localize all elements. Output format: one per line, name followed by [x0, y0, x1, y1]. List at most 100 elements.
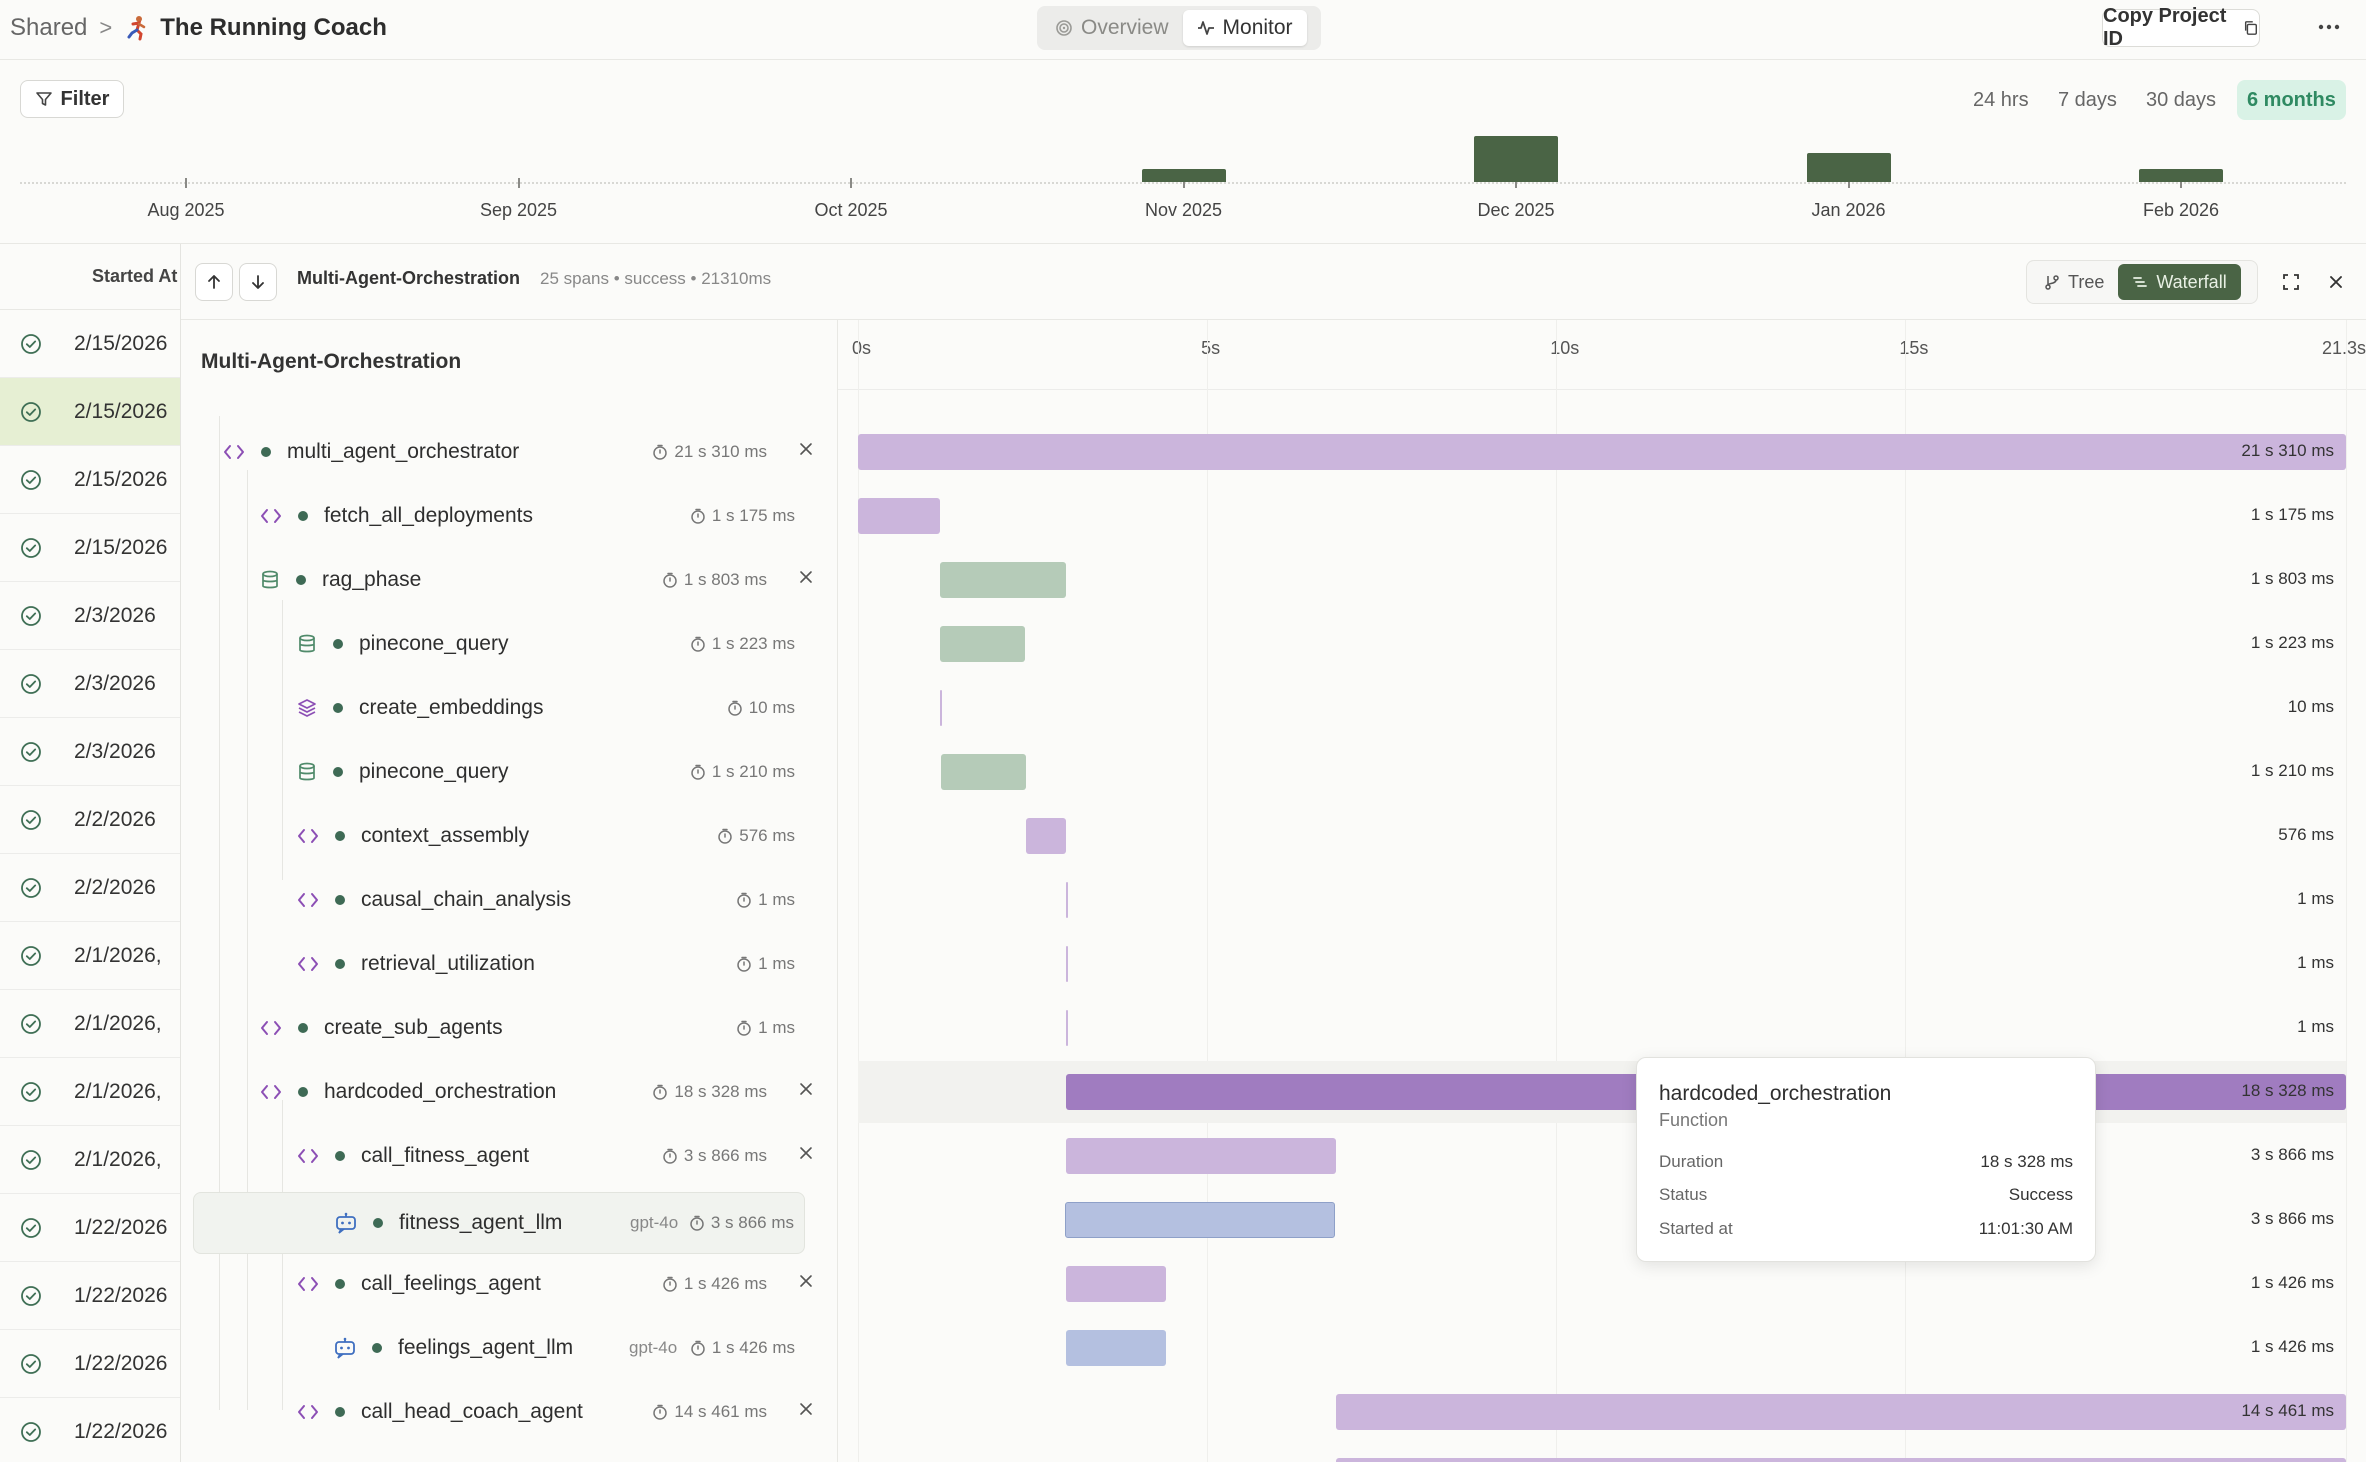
trace-list-row[interactable]: 2/2/2026 — [0, 854, 180, 922]
waterfall-span-duration: 14 s 461 ms — [2241, 1401, 2334, 1420]
span-tree-row[interactable]: causal_chain_analysis 1 ms — [193, 870, 805, 930]
span-tree-row[interactable]: fetch_all_deployments 1 s 175 ms — [193, 486, 805, 546]
histogram-month-label: Nov 2025 — [1144, 200, 1223, 220]
span-status-dot — [335, 831, 345, 841]
span-tree-row[interactable]: tool_execution_phase14 s 461 ms — [193, 1446, 805, 1462]
trace-title: Multi-Agent-Orchestration — [297, 268, 520, 288]
trace-started-at: 2/3/2026 — [74, 671, 156, 695]
expand-icon[interactable] — [2279, 270, 2303, 294]
waterfall-span-bar[interactable] — [940, 562, 1066, 598]
trace-list-row[interactable]: 2/15/2026 — [0, 310, 180, 378]
next-trace-button[interactable] — [239, 263, 277, 301]
filter-button[interactable]: Filter — [20, 80, 124, 118]
column-header-started-at[interactable]: Started At — [0, 244, 180, 310]
waterfall-span-bar[interactable] — [940, 626, 1026, 662]
success-check-icon — [20, 469, 42, 491]
collapse-icon[interactable] — [799, 1082, 813, 1096]
waterfall-span-bar[interactable] — [1066, 1266, 1166, 1302]
span-tree-row[interactable]: call_head_coach_agent 14 s 461 ms — [193, 1382, 812, 1442]
span-tree-row[interactable]: multi_agent_orchestrator 21 s 310 ms — [193, 422, 812, 482]
span-tree-row[interactable]: retrieval_utilization 1 ms — [193, 934, 805, 994]
range-24hrs[interactable]: 24 hrs — [1973, 88, 2029, 111]
trace-started-at: 1/22/2026 — [74, 1215, 168, 1239]
span-tree-row[interactable]: create_sub_agents 1 ms — [193, 998, 805, 1058]
span-name: call_fitness_agent — [361, 1144, 530, 1167]
trace-list-row[interactable]: 1/22/2026 — [0, 1262, 180, 1330]
trace-list-row[interactable]: 2/1/2026, — [0, 990, 180, 1058]
histogram-tick — [850, 178, 852, 188]
tooltip-value: 11:01:30 AM — [1978, 1219, 2073, 1238]
copy-project-id-button[interactable]: Copy Project ID — [2102, 5, 2260, 50]
trace-list-row[interactable]: 2/1/2026, — [0, 1058, 180, 1126]
span-tree-row[interactable]: create_embeddings 10 ms — [193, 678, 805, 738]
trace-list-row[interactable]: 1/22/2026 — [0, 1194, 180, 1262]
span-duration: 1 s 210 ms — [690, 762, 795, 782]
trace-list-row[interactable]: 2/15/2026 — [0, 514, 180, 582]
span-tree-row[interactable]: call_fitness_agent 3 s 866 ms — [193, 1126, 812, 1186]
breadcrumb-separator: > — [99, 15, 113, 40]
waterfall-span-bar[interactable] — [940, 690, 943, 726]
waterfall-span-bar[interactable] — [1025, 818, 1066, 854]
histogram-bar[interactable] — [1806, 153, 1891, 182]
span-tree-row[interactable]: context_assembly 576 ms — [193, 806, 805, 866]
waterfall-span-bar[interactable] — [858, 498, 941, 534]
span-tree-row[interactable]: pinecone_query 1 s 210 ms — [193, 742, 805, 802]
trace-list-row[interactable]: 2/15/2026 — [0, 378, 180, 446]
previous-trace-button[interactable] — [195, 263, 233, 301]
trace-list-row[interactable]: 2/3/2026 — [0, 650, 180, 718]
waterfall-span-bar[interactable] — [1064, 1202, 1335, 1238]
collapse-icon[interactable] — [799, 1402, 813, 1416]
trace-list-row[interactable]: 1/22/2026 — [0, 1330, 180, 1398]
breadcrumb-shared-link[interactable]: Shared — [10, 14, 88, 41]
tab-overview[interactable]: Overview — [1041, 10, 1183, 46]
span-tree-row[interactable]: call_feelings_agent 1 s 426 ms — [193, 1254, 812, 1314]
layers-icon — [297, 698, 317, 718]
waterfall-span-bar[interactable] — [1066, 1138, 1337, 1174]
success-check-icon — [20, 1285, 42, 1307]
waterfall-view-button[interactable]: Waterfall — [2118, 264, 2241, 300]
span-status-dot — [335, 1151, 345, 1161]
span-tree-row[interactable]: hardcoded_orchestration 18 s 328 ms — [193, 1062, 812, 1122]
collapse-icon[interactable] — [799, 570, 813, 584]
trace-started-at: 2/15/2026 — [74, 467, 168, 491]
span-tree-row[interactable]: feelings_agent_llm gpt-4o 1 s 426 ms — [193, 1318, 805, 1378]
span-duration: 1 s 426 ms — [690, 1338, 795, 1358]
success-check-icon — [20, 605, 42, 627]
trace-list-row[interactable]: 2/3/2026 — [0, 582, 180, 650]
range-7days[interactable]: 7 days — [2058, 88, 2117, 111]
span-tree-row[interactable]: fitness_agent_llm gpt-4o 3 s 866 ms — [193, 1192, 805, 1254]
arrow-up-icon — [208, 275, 220, 289]
database-icon — [297, 634, 317, 654]
trace-list-row[interactable]: 2/3/2026 — [0, 718, 180, 786]
range-6months[interactable]: 6 months — [2237, 80, 2346, 120]
trace-list-row[interactable]: 2/1/2026, — [0, 1126, 180, 1194]
more-options-icon[interactable] — [2316, 14, 2342, 40]
histogram-bar[interactable] — [1474, 136, 1558, 182]
span-duration-text: 1 ms — [758, 954, 795, 973]
trace-list-row[interactable]: 2/2/2026 — [0, 786, 180, 854]
waterfall-span-bar[interactable] — [941, 754, 1026, 790]
trace-list-row[interactable]: 1/22/2026 — [0, 1398, 180, 1462]
close-icon[interactable] — [2324, 270, 2348, 294]
range-30days[interactable]: 30 days — [2146, 88, 2217, 111]
collapse-icon[interactable] — [799, 1274, 813, 1288]
trace-list-row[interactable]: 2/1/2026, — [0, 922, 180, 990]
waterfall-span-bar[interactable] — [1065, 882, 1068, 918]
waterfall-span-bar[interactable] — [858, 434, 2346, 470]
waterfall-span-bar[interactable] — [1066, 946, 1068, 982]
waterfall-span-bar[interactable] — [1336, 1394, 2346, 1430]
waterfall-span-bar[interactable] — [1336, 1458, 2346, 1462]
span-tree-row[interactable]: rag_phase 1 s 803 ms — [193, 550, 812, 610]
span-tree-row[interactable]: pinecone_query 1 s 223 ms — [193, 614, 805, 674]
trace-list-row[interactable]: 2/15/2026 — [0, 446, 180, 514]
waterfall-span-bar[interactable] — [1066, 1010, 1069, 1046]
span-duration: 1 s 803 ms — [662, 570, 767, 590]
histogram-bar[interactable] — [1141, 169, 1226, 182]
tab-monitor[interactable]: Monitor — [1182, 10, 1307, 46]
waterfall-span-bar[interactable] — [1066, 1330, 1166, 1366]
collapse-icon[interactable] — [799, 442, 813, 456]
collapse-icon[interactable] — [799, 1146, 813, 1160]
tree-view-button[interactable]: Tree — [2030, 264, 2118, 300]
histogram-bar[interactable] — [2139, 169, 2223, 182]
span-status-dot — [335, 1407, 345, 1417]
